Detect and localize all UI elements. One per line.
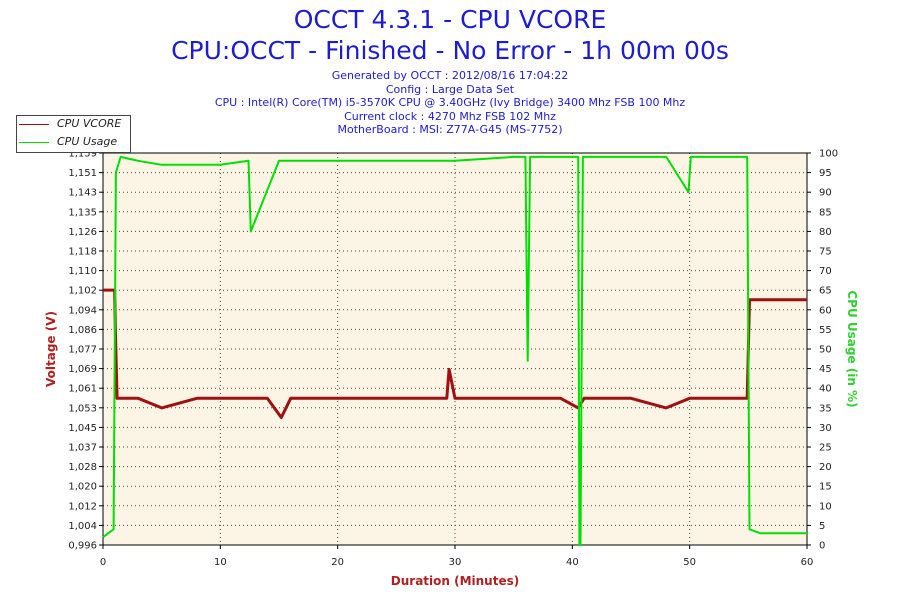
y2-tick-label: 0 (819, 541, 825, 552)
y-tick-label: 1,126 (68, 227, 97, 238)
y2-tick-label: 75 (819, 247, 832, 258)
y2-tick-label: 20 (819, 462, 832, 473)
y2-tick-label: 30 (819, 423, 832, 434)
y-tick-label: 1,110 (68, 266, 97, 277)
y2-tick-label: 60 (819, 305, 832, 316)
x-tick-label: 50 (683, 557, 696, 568)
y-tick-label: 1,086 (68, 325, 97, 336)
legend-label-vcore: CPU VCORE (57, 117, 122, 130)
info-cpu: CPU : Intel(R) Core(TM) i5-3570K CPU @ 3… (214, 96, 686, 110)
chart-subtitle: CPU:OCCT - Finished - No Error - 1h 00m … (171, 36, 729, 65)
plot-border (102, 152, 808, 546)
x-tick-label: 0 (100, 557, 106, 568)
info-clock: Current clock : 4270 Mhz FSB 102 Mhz (344, 109, 556, 123)
y2-tick-label: 50 (819, 345, 832, 356)
y2-tick-label: 85 (819, 207, 832, 218)
x-tick-label: 10 (214, 557, 227, 568)
x-tick-label: 60 (801, 557, 814, 568)
y2-tick-label: 100 (819, 149, 838, 160)
x-tick-label: 30 (449, 557, 462, 568)
y-tick-label: 1,053 (68, 403, 97, 414)
info-config: Config : Large Data Set (385, 82, 515, 96)
x-tick-label: 40 (566, 557, 579, 568)
y-tick-label: 1,094 (68, 305, 97, 316)
y2-tick-label: 70 (819, 266, 832, 277)
y2-tick-label: 45 (819, 364, 832, 375)
chart-title: OCCT 4.3.1 - CPU VCORE (293, 5, 607, 34)
y-axis-label: Voltage (V) (44, 311, 58, 387)
y-tick-label: 1,028 (68, 462, 97, 473)
y-tick-label: 1,045 (68, 423, 97, 434)
legend-swatch-vcore (19, 123, 49, 125)
y-tick-label: 1,135 (68, 207, 97, 218)
y2-tick-label: 90 (819, 188, 832, 199)
y-tick-label: 1,037 (68, 443, 97, 454)
y-tick-label: 1,012 (68, 501, 97, 512)
y-tick-label: 1,077 (68, 345, 97, 356)
y2-tick-label: 55 (819, 325, 832, 336)
y-tick-label: 1,143 (68, 188, 97, 199)
y-tick-label: 1,004 (68, 521, 97, 532)
legend-label-usage: CPU Usage (57, 135, 118, 148)
y2-tick-label: 80 (819, 227, 832, 238)
legend-item-usage: CPU Usage (19, 134, 117, 150)
y-tick-label: 1,020 (68, 482, 97, 493)
y-tick-label: 1,151 (68, 168, 97, 179)
y-tick-label: 1,102 (68, 286, 97, 297)
y-tick-label: 1,118 (68, 247, 97, 258)
y2-tick-label: 15 (819, 482, 832, 493)
legend-swatch-usage (19, 141, 49, 143)
info-motherboard: MotherBoard : MSI: Z77A-G45 (MS-7752) (337, 123, 563, 137)
y-tick-label: 0,996 (68, 541, 97, 552)
y2-tick-label: 65 (819, 286, 832, 297)
y2-tick-label: 40 (819, 384, 832, 395)
y2-axis-label: CPU Usage (in %) (845, 290, 859, 407)
y2-tick-label: 10 (819, 501, 832, 512)
y2-tick-label: 5 (819, 521, 825, 532)
y-tick-label: 1,061 (68, 384, 97, 395)
x-axis-label: Duration (Minutes) (391, 574, 519, 588)
info-generated: Generated by OCCT : 2012/08/16 17:04:22 (331, 69, 569, 82)
y2-tick-label: 95 (819, 168, 832, 179)
legend-item-vcore: CPU VCORE (19, 116, 121, 132)
y-tick-label: 1,159 (68, 149, 97, 160)
y2-tick-label: 35 (819, 403, 832, 414)
x-tick-label: 20 (331, 557, 344, 568)
chart-legend: CPU VCORE CPU Usage (16, 115, 131, 153)
series-line-vcore (103, 288, 807, 419)
series-line-usage (102, 155, 807, 546)
y2-tick-label: 25 (819, 443, 832, 454)
y-tick-label: 1,069 (68, 364, 97, 375)
